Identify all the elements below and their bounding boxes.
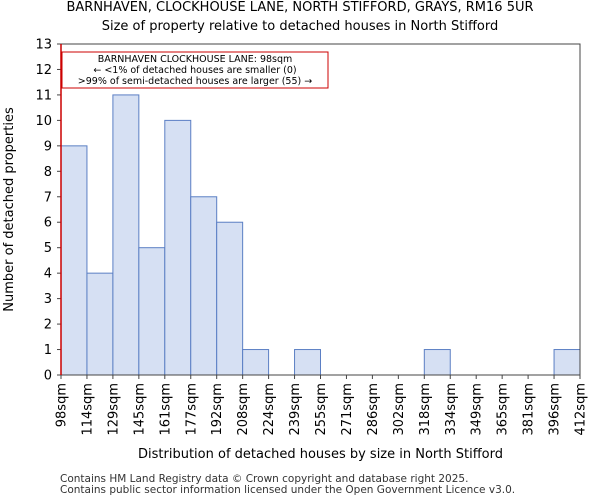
y-tick-label: 3 xyxy=(44,292,52,307)
chart-title: BARNHAVEN, CLOCKHOUSE LANE, NORTH STIFFO… xyxy=(66,0,534,15)
bar-318sqm xyxy=(423,349,451,376)
bar-129sqm xyxy=(112,94,140,376)
chart-subtitle: Size of property relative to detached ho… xyxy=(101,19,499,34)
y-tick-label: 2 xyxy=(44,318,52,333)
x-tick-label: 177sqm xyxy=(184,383,199,436)
y-tick-label: 12 xyxy=(35,63,52,78)
y-tick-label: 13 xyxy=(35,38,52,53)
x-tick-label: 286sqm xyxy=(366,383,381,436)
x-tick-label: 114sqm xyxy=(80,383,95,436)
bar-145sqm xyxy=(138,247,166,376)
x-tick-label: 334sqm xyxy=(444,383,459,436)
bar-239sqm xyxy=(294,349,321,376)
annotation-line-1: BARNHAVEN CLOCKHOUSE LANE: 98sqm xyxy=(98,54,293,65)
y-tick-label: 0 xyxy=(44,369,52,384)
y-tick-label: 5 xyxy=(44,241,52,256)
x-tick-label: 145sqm xyxy=(132,383,147,436)
x-tick-label: 98sqm xyxy=(55,383,70,427)
y-tick-label: 11 xyxy=(35,88,52,103)
annotation-frame xyxy=(61,51,329,89)
x-tick-label: 208sqm xyxy=(236,383,251,436)
y-tick-label: 7 xyxy=(44,190,52,205)
y-tick-label: 10 xyxy=(35,114,52,129)
x-tick-label: 224sqm xyxy=(262,383,277,436)
footer-line-2: Contains public sector information licen… xyxy=(60,484,516,496)
bar-161sqm xyxy=(164,119,192,376)
bar-177sqm xyxy=(190,196,218,376)
bars-group xyxy=(60,94,581,376)
footer-line-1: Contains HM Land Registry data © Crown c… xyxy=(60,473,469,485)
y-tick-label: 6 xyxy=(44,216,52,231)
x-tick-label: 161sqm xyxy=(158,383,173,436)
x-tick-label: 381sqm xyxy=(522,383,537,436)
bar-208sqm xyxy=(242,349,270,376)
y-tick-label: 4 xyxy=(44,267,52,282)
annotation-line-2: ← <1% of detached houses are smaller (0) xyxy=(93,65,296,76)
x-tick-label: 412sqm xyxy=(574,383,589,436)
x-tick-label: 318sqm xyxy=(418,383,433,436)
bar-396sqm xyxy=(553,349,581,376)
annotation-box: BARNHAVEN CLOCKHOUSE LANE: 98sqm← <1% of… xyxy=(61,51,329,89)
x-tick-label: 271sqm xyxy=(340,383,355,436)
x-tick-label: 396sqm xyxy=(548,383,563,436)
x-tick-label: 365sqm xyxy=(496,383,511,436)
annotation-line-3: >99% of semi-detached houses are larger … xyxy=(78,76,312,87)
x-tick-label: 255sqm xyxy=(314,383,329,436)
x-tick-label: 302sqm xyxy=(392,383,407,436)
x-tick-label: 129sqm xyxy=(106,383,121,436)
y-tick-label: 1 xyxy=(44,343,52,358)
bar-192sqm xyxy=(216,221,244,376)
y-tick-label: 9 xyxy=(44,139,52,154)
y-axis-label: Number of detached properties xyxy=(2,107,17,312)
x-tick-label: 349sqm xyxy=(470,383,485,436)
x-tick-label: 239sqm xyxy=(288,383,303,436)
bar-114sqm xyxy=(86,272,114,376)
bar-98sqm xyxy=(60,145,88,376)
x-tick-label: 192sqm xyxy=(210,383,225,436)
y-tick-label: 8 xyxy=(44,165,52,180)
x-axis-label: Distribution of detached houses by size … xyxy=(138,447,503,462)
